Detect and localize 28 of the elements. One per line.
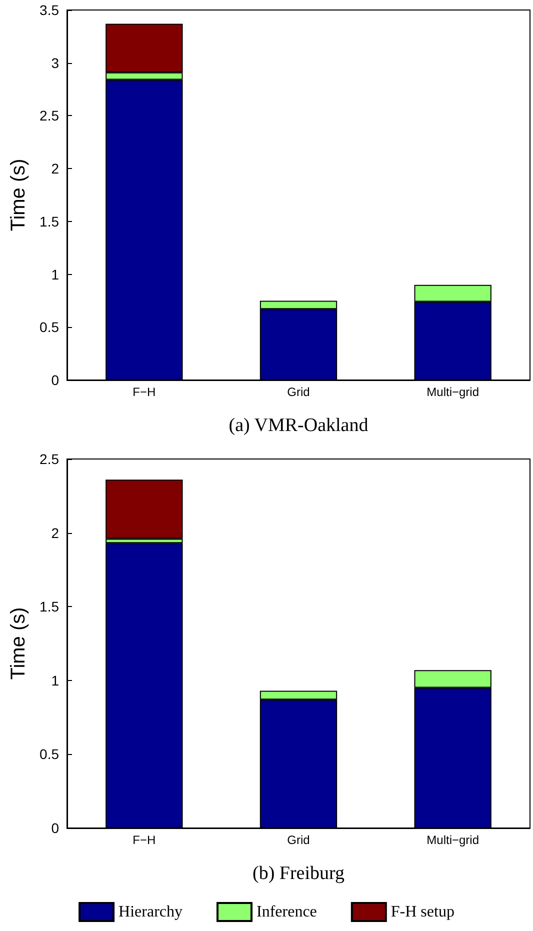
- y-tick-label: 2.5: [40, 451, 60, 467]
- x-axis-title: (b) Freiburg: [252, 863, 345, 884]
- legend-label: Hierarchy: [118, 904, 183, 920]
- legend-label: F-H setup: [390, 904, 454, 920]
- x-tick-label: F−H: [132, 833, 156, 847]
- x-tick-label: Grid: [287, 385, 310, 399]
- x-tick-label: Multi−grid: [426, 833, 480, 847]
- y-tick-label: 0.5: [40, 746, 60, 762]
- y-tick-label: 2: [51, 524, 60, 541]
- y-tick-label: 1.5: [40, 598, 60, 615]
- y-tick-label: 0: [51, 372, 60, 388]
- y-tick-label: 3.5: [40, 2, 60, 18]
- y-tick-label: 1: [51, 672, 60, 688]
- y-tick-label: 1.5: [40, 213, 60, 230]
- y-tick-label: 3: [51, 54, 60, 71]
- legend-label: Inference: [256, 904, 317, 920]
- y-tick-label: 1: [51, 266, 60, 282]
- y-tick-label: 2.5: [40, 108, 60, 124]
- x-axis-title: (a) VMR-Oakland: [228, 415, 369, 436]
- y-axis-title: Time (s): [8, 607, 30, 680]
- x-tick-label: F−H: [132, 385, 156, 399]
- x-tick-label: Grid: [287, 833, 310, 847]
- y-axis-title: Time (s): [8, 158, 30, 232]
- y-tick-label: 2: [51, 160, 60, 177]
- x-tick-label: Multi−grid: [426, 385, 480, 399]
- y-tick-label: 0.5: [40, 319, 60, 336]
- bar: [106, 480, 183, 539]
- y-tick-label: 0: [51, 820, 60, 836]
